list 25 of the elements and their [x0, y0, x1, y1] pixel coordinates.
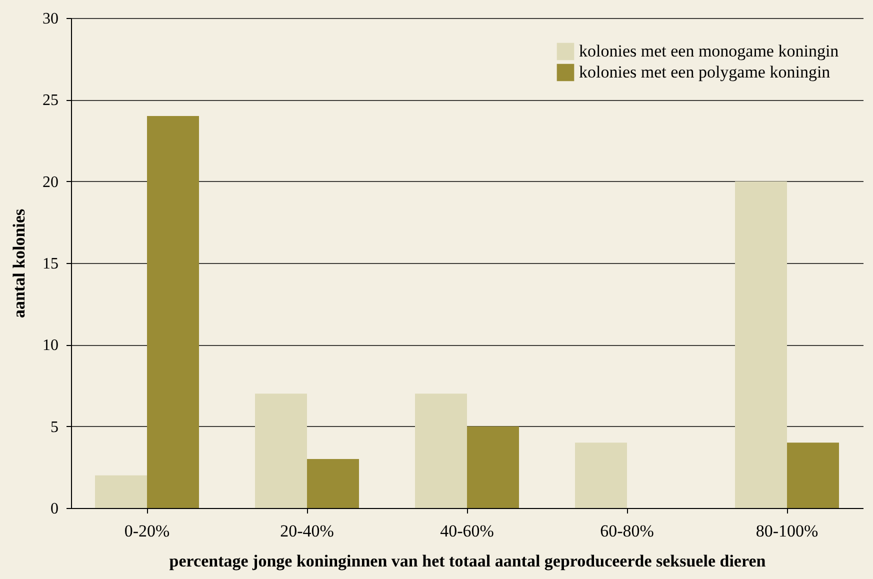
bar	[467, 426, 519, 508]
x-tick-label: 20-40%	[280, 522, 334, 540]
legend-label: kolonies met een polygame koningin	[579, 62, 831, 82]
x-tick-label: 80-100%	[756, 522, 818, 540]
x-tick-label: 60-80%	[600, 522, 654, 540]
y-tick-label: 15	[42, 256, 58, 272]
y-tick-label: 30	[42, 10, 58, 28]
y-tick-label: 5	[50, 418, 58, 436]
bar	[147, 116, 199, 508]
bar	[95, 475, 147, 508]
y-tick-label: 10	[42, 337, 58, 354]
x-tick-label: 40-60%	[440, 522, 494, 540]
legend-label: kolonies met een monogame koningin	[579, 42, 840, 60]
bar	[307, 459, 359, 508]
y-tick-label: 20	[42, 174, 58, 191]
x-axis-title: percentage jonge koninginnen van het totaal aantal geproduceerde seksuele dieren	[169, 552, 766, 570]
bar	[255, 394, 307, 508]
y-tick-label: 25	[42, 92, 58, 110]
bar	[415, 394, 467, 508]
bar	[575, 442, 627, 508]
y-tick-label: 0	[50, 500, 58, 518]
bar	[735, 181, 787, 508]
bar	[787, 442, 839, 508]
y-axis-title: aantal kolonies	[10, 208, 28, 318]
x-tick-label: 0-20%	[124, 522, 170, 540]
